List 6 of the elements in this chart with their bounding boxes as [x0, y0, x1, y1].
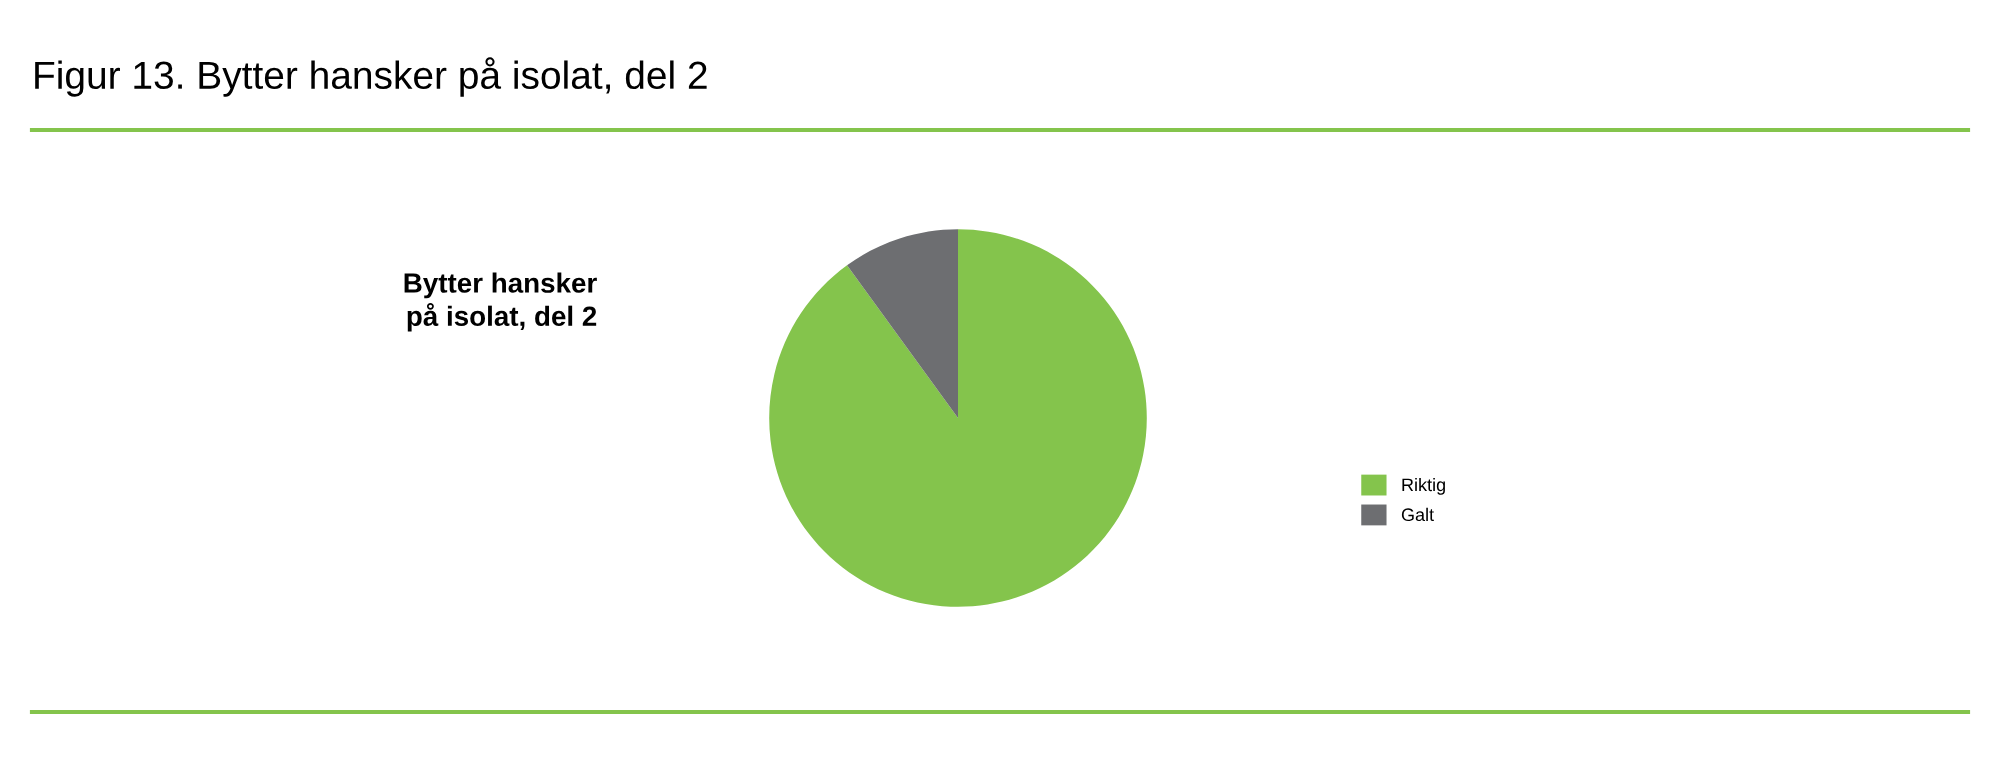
text: Figur 13. Bytter hansker på isolat, del 2: [35, 57, 707, 97]
text: Bytter hansker på isolat, del 2: [404, 272, 597, 332]
legend-label: Galt: [1401, 507, 1434, 522]
legend-label: Riktig: [1402, 477, 1445, 495]
pie-slice: [847, 229, 958, 418]
pie-slice: [769, 229, 1147, 607]
